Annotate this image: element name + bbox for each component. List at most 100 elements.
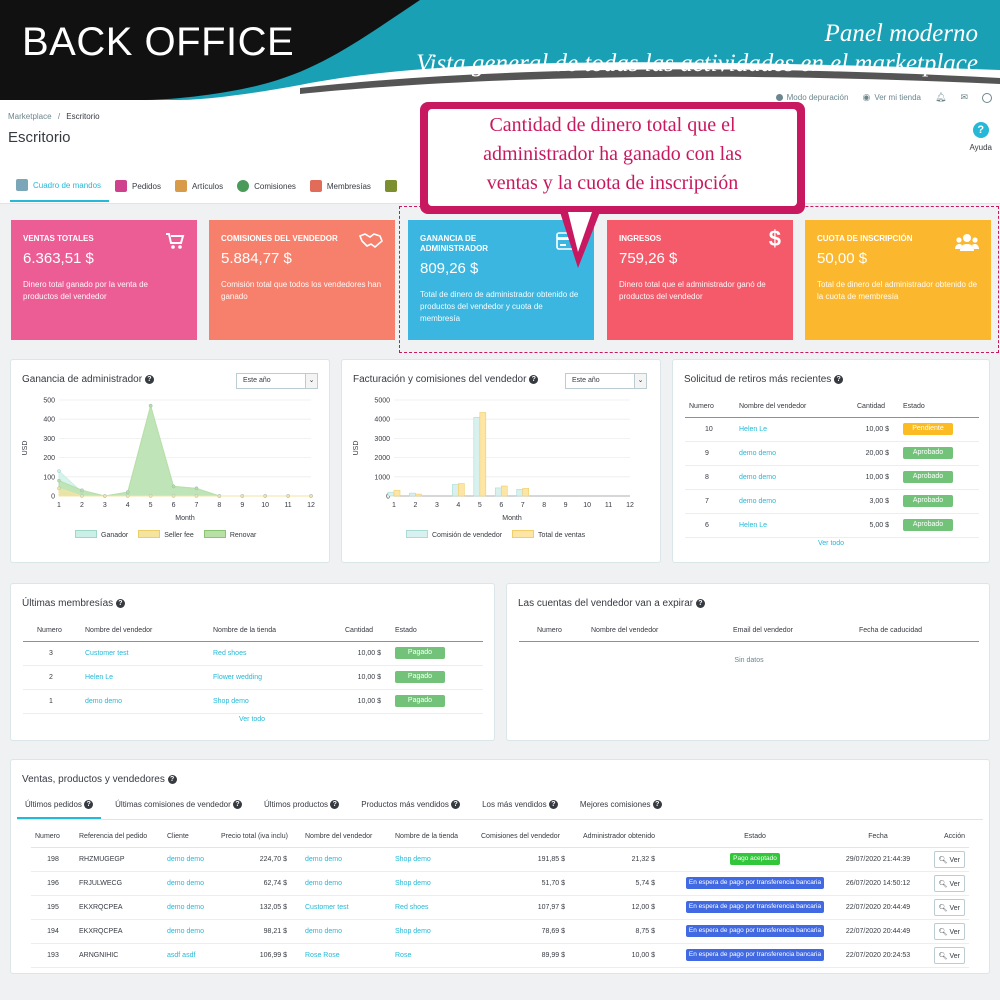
tab-commissions[interactable]: Comisiones — [231, 176, 304, 202]
order-status-cell: En espera de pago por transferencia banc… — [673, 943, 837, 968]
order-number: 195 — [31, 895, 75, 920]
debug-mode-link[interactable]: Modo depuración — [775, 93, 848, 102]
kpi-vendor-commissions: COMISIONES DEL VENDEDOR 5.884,77 $ Comis… — [209, 220, 395, 340]
vendor-link[interactable]: Helen Le — [739, 425, 768, 433]
breadcrumb-root[interactable]: Marketplace — [8, 112, 52, 121]
client-link[interactable]: demo demo — [167, 855, 204, 863]
tab-top-sellers[interactable]: Los más vendidos ? — [474, 800, 566, 819]
withdrawal-vendor-cell: Helen Le — [735, 513, 853, 538]
shop-link[interactable]: Rose — [395, 951, 412, 959]
kpi-value: 759,26 $ — [619, 250, 678, 267]
help-label: Ayuda — [969, 143, 992, 152]
column-header: Numero — [685, 397, 735, 418]
client-link[interactable]: asdf asdf — [167, 951, 196, 959]
client-link[interactable]: demo demo — [167, 927, 204, 935]
tab-latest-products[interactable]: Últimos productos ? — [256, 800, 347, 819]
view-all-memberships-link[interactable]: Ver todo — [239, 716, 266, 723]
client-link[interactable]: demo demo — [167, 903, 204, 911]
vendor-link[interactable]: Rose Rose — [305, 951, 340, 959]
shop-link[interactable]: Red shoes — [395, 903, 429, 911]
kpi-signup-fee: CUOTA DE INSCRIPCIÓN 50,00 $ Total de di… — [805, 220, 991, 340]
kpi-description: Dinero total ganado por la venta de prod… — [23, 280, 148, 301]
order-total: 106,99 $ — [217, 943, 301, 968]
x-tick-label: 4 — [456, 502, 460, 509]
x-tick-label: 7 — [521, 502, 525, 509]
year-select[interactable]: Este año ⌄ — [565, 373, 647, 389]
year-select[interactable]: Este año ⌄ — [236, 373, 318, 389]
vendor-link[interactable]: demo demo — [305, 927, 342, 935]
view-order-button[interactable]: 🔍︎ Ver — [933, 874, 965, 892]
notifications-bell-icon[interactable]: 🔔︎ — [935, 92, 947, 102]
help-button[interactable]: ? Ayuda — [969, 122, 992, 152]
vendor-link[interactable]: Customer test — [85, 649, 129, 657]
tab-latest-vendor-commissions[interactable]: Últimas comisiones de vendedor ? — [107, 800, 250, 819]
bar — [473, 416, 481, 497]
view-order-button[interactable]: 🔍︎ Ver — [933, 898, 965, 916]
column-header: Nombre de la tienda — [209, 621, 341, 642]
order-reference: EKXRQCPEA — [75, 919, 163, 944]
view-order-button[interactable]: 🔍︎ Ver — [933, 922, 965, 940]
order-total: 98,21 $ — [217, 919, 301, 944]
kpi-value: 809,26 $ — [420, 260, 479, 277]
tab-more[interactable] — [379, 176, 405, 202]
tab-orders[interactable]: Pedidos — [109, 176, 169, 202]
vendor-link[interactable]: demo demo — [305, 879, 342, 887]
vendor-link[interactable]: demo demo — [739, 449, 776, 457]
shop-link[interactable]: Shop demo — [395, 855, 431, 863]
order-number: 194 — [31, 919, 75, 944]
vendor-link[interactable]: Helen Le — [739, 521, 768, 529]
vendor-link[interactable]: demo demo — [85, 697, 122, 705]
withdrawal-status-cell: Aprobado — [899, 465, 979, 490]
view-store-link[interactable]: ◉ Ver mi tienda — [862, 92, 921, 103]
withdrawal-vendor-cell: demo demo — [735, 441, 853, 466]
shop-link[interactable]: Shop demo — [395, 879, 431, 887]
help-icon: ? — [144, 375, 154, 384]
order-client-cell: demo demo — [163, 919, 217, 944]
messages-icon[interactable]: ✉ — [960, 92, 968, 102]
column-header: Email del vendedor — [729, 621, 855, 642]
order-reference: FRJULWECG — [75, 871, 163, 896]
shop-link[interactable]: Shop demo — [395, 927, 431, 935]
withdrawal-amount: 3,00 $ — [853, 489, 899, 514]
page-title: Escritorio — [8, 129, 71, 146]
table-header-row: Numero Nombre del vendedor Nombre de la … — [23, 621, 483, 642]
kpi-admin-gain: GANANCIA DE ADMINISTRADOR 809,26 $ Total… — [408, 220, 594, 340]
vendor-link[interactable]: Customer test — [305, 903, 349, 911]
shop-link[interactable]: Red shoes — [213, 649, 247, 657]
tab-best-selling-products[interactable]: Productos más vendidos ? — [353, 800, 468, 819]
memberships-panel: Últimas membresías ? Numero Nombre del v… — [10, 583, 495, 741]
panel-title: Las cuentas del vendedor van a expirar ? — [518, 598, 705, 609]
chevron-down-icon: ⌄ — [634, 374, 646, 388]
user-avatar-icon[interactable] — [982, 92, 992, 103]
breadcrumb-current: Escritorio — [66, 112, 100, 121]
bar — [393, 489, 401, 497]
vendor-link[interactable]: demo demo — [305, 855, 342, 863]
view-order-button[interactable]: 🔍︎ Ver — [933, 850, 965, 868]
vendor-link[interactable]: Helen Le — [85, 673, 114, 681]
bar — [409, 492, 416, 497]
y-tick-label: 5000 — [374, 398, 390, 405]
tab-label: Últimos productos — [264, 800, 329, 809]
vendor-link[interactable]: demo demo — [739, 497, 776, 505]
x-tick-label: 12 — [626, 502, 634, 509]
sales-panel: Ventas, productos y vendedores ? Últimos… — [10, 759, 990, 974]
x-tick-label: 3 — [103, 502, 107, 509]
vendor-link[interactable]: demo demo — [739, 473, 776, 481]
x-tick-label: 9 — [564, 502, 568, 509]
shop-link[interactable]: Flower wedding — [213, 673, 263, 681]
client-link[interactable]: demo demo — [167, 879, 204, 887]
view-order-button[interactable]: 🔍︎ Ver — [933, 946, 965, 964]
table-row: 9 demo demo 20,00 $ Aprobado — [685, 441, 979, 466]
legend-item: Ganador — [75, 530, 128, 539]
box-icon — [174, 180, 187, 192]
table-row: 1 demo demo Shop demo 10,00 $ Pagado — [23, 689, 483, 714]
view-all-withdrawals-link[interactable]: Ver todo — [818, 540, 845, 547]
tab-memberships[interactable]: Membresías — [304, 176, 379, 202]
table-row: 194 EKXRQCPEA demo demo 98,21 $ demo demo Sho… — [31, 919, 969, 944]
shop-link[interactable]: Shop demo — [213, 697, 249, 705]
tab-products[interactable]: Artículos — [169, 176, 231, 202]
tab-latest-orders[interactable]: Últimos pedidos ? — [17, 800, 102, 819]
order-shop-cell: Shop demo — [391, 871, 477, 896]
tab-best-commissions[interactable]: Mejores comisiones ? — [572, 800, 670, 819]
tab-dashboard[interactable]: Cuadro de mandos — [10, 176, 110, 202]
